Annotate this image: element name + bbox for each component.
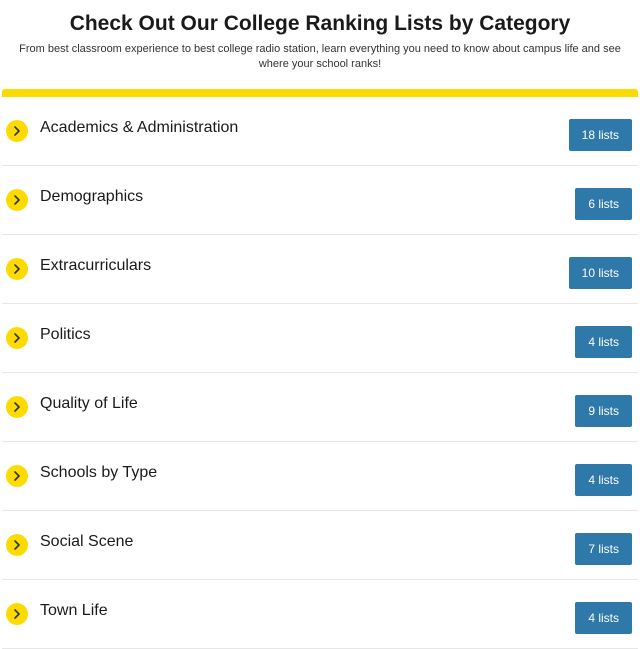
chevron-right-icon <box>12 264 22 274</box>
ranking-categories-container: Check Out Our College Ranking Lists by C… <box>0 0 640 649</box>
list-count-badge: 4 lists <box>575 464 632 496</box>
list-count-badge: 9 lists <box>575 395 632 427</box>
list-count-badge: 18 lists <box>569 119 632 151</box>
category-label: Schools by Type <box>40 464 575 482</box>
category-row-town-life[interactable]: Town Life 4 lists <box>2 580 638 649</box>
expand-button[interactable] <box>6 465 28 487</box>
category-row-academics[interactable]: Academics & Administration 18 lists <box>2 97 638 166</box>
chevron-right-icon <box>12 195 22 205</box>
expand-button[interactable] <box>6 534 28 556</box>
list-count-badge: 10 lists <box>569 257 632 289</box>
category-label: Academics & Administration <box>40 119 569 137</box>
category-row-quality-of-life[interactable]: Quality of Life 9 lists <box>2 373 638 442</box>
list-count-badge: 4 lists <box>575 326 632 358</box>
expand-button[interactable] <box>6 189 28 211</box>
chevron-right-icon <box>12 126 22 136</box>
accent-bar <box>2 89 638 97</box>
chevron-right-icon <box>12 540 22 550</box>
expand-button[interactable] <box>6 396 28 418</box>
header: Check Out Our College Ranking Lists by C… <box>0 0 640 83</box>
category-list: Academics & Administration 18 lists Demo… <box>0 97 640 649</box>
expand-button[interactable] <box>6 258 28 280</box>
list-count-badge: 7 lists <box>575 533 632 565</box>
expand-button[interactable] <box>6 120 28 142</box>
expand-button[interactable] <box>6 327 28 349</box>
category-label: Town Life <box>40 602 575 620</box>
page-title: Check Out Our College Ranking Lists by C… <box>4 12 636 36</box>
list-count-badge: 4 lists <box>575 602 632 634</box>
category-row-politics[interactable]: Politics 4 lists <box>2 304 638 373</box>
category-label: Quality of Life <box>40 395 575 413</box>
category-row-extracurriculars[interactable]: Extracurriculars 10 lists <box>2 235 638 304</box>
expand-button[interactable] <box>6 603 28 625</box>
category-label: Politics <box>40 326 575 344</box>
chevron-right-icon <box>12 333 22 343</box>
category-row-demographics[interactable]: Demographics 6 lists <box>2 166 638 235</box>
category-label: Demographics <box>40 188 575 206</box>
category-row-schools-by-type[interactable]: Schools by Type 4 lists <box>2 442 638 511</box>
category-label: Extracurriculars <box>40 257 569 275</box>
chevron-right-icon <box>12 471 22 481</box>
list-count-badge: 6 lists <box>575 188 632 220</box>
page-subtitle: From best classroom experience to best c… <box>4 42 636 73</box>
category-label: Social Scene <box>40 533 575 551</box>
category-row-social-scene[interactable]: Social Scene 7 lists <box>2 511 638 580</box>
chevron-right-icon <box>12 609 22 619</box>
chevron-right-icon <box>12 402 22 412</box>
